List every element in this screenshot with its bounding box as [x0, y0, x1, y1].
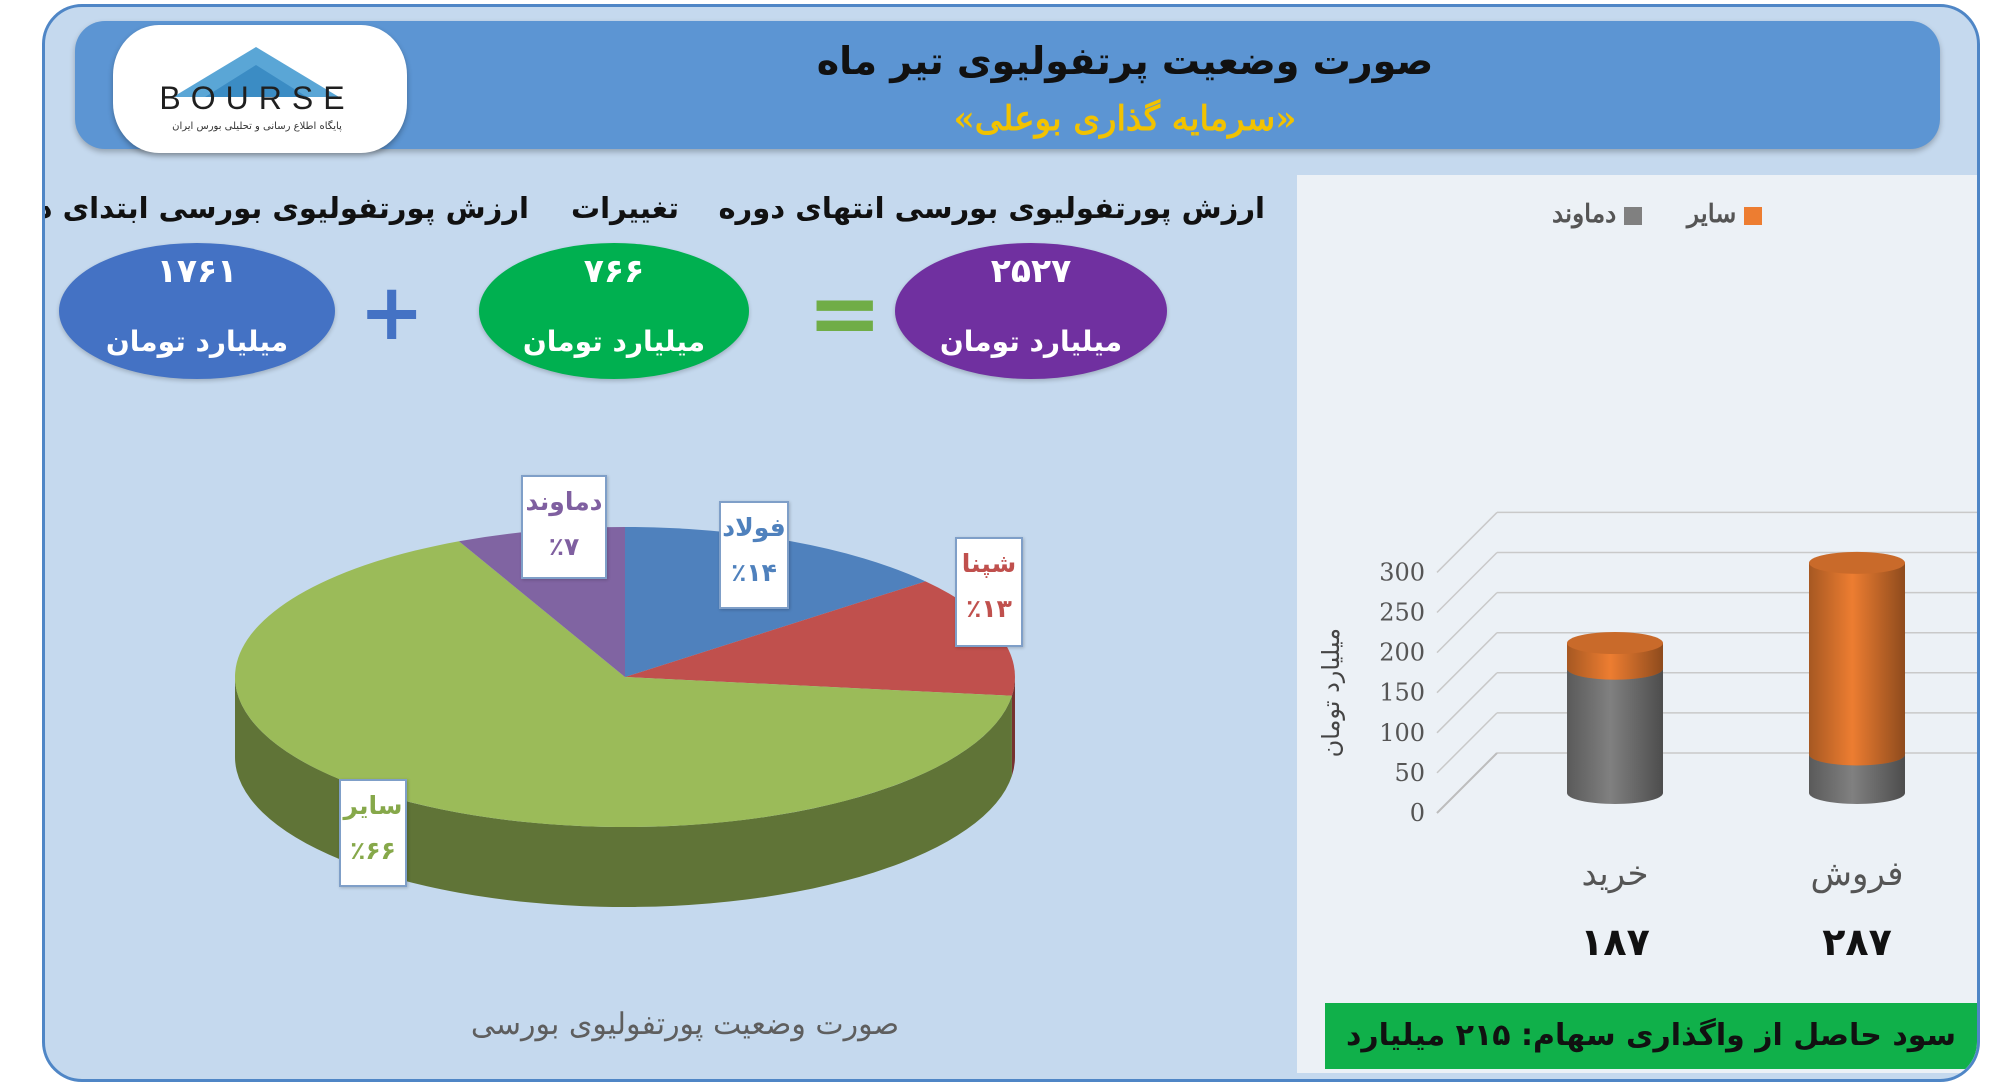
equals-sign: = [807, 261, 883, 366]
pie-label-shepna: شپنا ٪۱۳ [955, 537, 1023, 647]
y-tick-5: 250 [1379, 599, 1425, 627]
start-value-ellipse: ۱۷۶۱ میلیارد تومان [59, 243, 335, 379]
start-value-number: ۱۷۶۱ [156, 251, 238, 290]
grid-diag-2 [1436, 672, 1498, 734]
legend-label-damavand: دماوند [1552, 199, 1617, 228]
floor-edge [1436, 752, 1498, 814]
end-value-label: ارزش پورتفولیوی بورسی انتهای دوره [718, 191, 1265, 225]
logo-tagline: پایگاه اطلاع رسانی و تحلیلی بورس ایران [172, 120, 342, 132]
x-category-0: خرید [1581, 854, 1648, 894]
legend-swatch-sayer [1744, 206, 1763, 225]
legend-swatch-damavand [1624, 206, 1643, 225]
change-number: ۷۶۶ [583, 251, 645, 290]
pie-label-foolad: فولاد ٪۱۴ [719, 501, 789, 609]
portfolio-pie-chart [234, 527, 1016, 907]
dashboard-frame: صورت وضعیت پرتفولیوی تیر ماه «سرمایه گذا… [42, 4, 1980, 1082]
category-total-0: ۱۸۷ [1580, 920, 1650, 964]
bourse-logo: BOURSE پایگاه اطلاع رسانی و تحلیلی بورس … [113, 25, 407, 153]
bar-0-series-1 [1567, 632, 1663, 680]
legend-label-sayer: سایر [1687, 199, 1737, 228]
pie-label-damavand: دماوند ٪۷ [521, 475, 607, 579]
legend-item-damavand: دماوند [1552, 199, 1643, 228]
pie-label-shepna-value: ٪۱۳ [966, 594, 1012, 623]
pie-label-foolad-value: ٪۱۴ [731, 558, 777, 587]
change-unit: میلیارد تومان [522, 325, 706, 358]
y-tick-1: 50 [1394, 759, 1425, 787]
pie-side-1-0 [1011, 677, 1015, 776]
start-value-label: ارزش پورتفولیوی بورسی ابتدای دوره [45, 191, 529, 225]
end-value-number: ۲۵۲۷ [990, 251, 1072, 290]
legend-item-sayer: سایر [1687, 199, 1763, 228]
pie-label-damavand-name: دماوند [525, 487, 603, 516]
profit-summary-box: سود حاصل از واگذاری سهام: ۲۱۵ میلیارد تو… [1325, 1003, 1977, 1069]
y-tick-3: 150 [1379, 679, 1425, 707]
grid-diag-4 [1436, 592, 1498, 654]
page-title: صورت وضعیت پرتفولیوی تیر ماه [816, 39, 1434, 83]
grid-diag-3 [1436, 632, 1498, 694]
plus-sign: + [359, 268, 425, 358]
end-value-unit: میلیارد تومان [939, 325, 1123, 358]
y-tick-4: 200 [1379, 639, 1425, 667]
pie-label-sayer-value: ٪۶۶ [350, 836, 396, 865]
logo-text: BOURSE [159, 80, 354, 116]
pie-label-sayer: سایر ٪۶۶ [339, 779, 407, 887]
y-tick-6: 300 [1379, 558, 1425, 586]
bar-1-series-1 [1809, 551, 1905, 766]
pie-chart-caption: صورت وضعیت پورتفولیوی بورسی [470, 1007, 900, 1042]
pie-label-damavand-value: ٪۷ [548, 532, 580, 561]
y-axis-label: میلیارد تومان [1317, 628, 1345, 757]
logo-mark-icon: BOURSE پایگاه اطلاع رسانی و تحلیلی بورس … [159, 47, 354, 132]
grid-diag-1 [1436, 712, 1498, 774]
category-total-1: ۲۸۷ [1822, 920, 1892, 964]
grid-diag-6 [1436, 511, 1498, 573]
start-value-unit: میلیارد تومان [105, 325, 289, 358]
page-subtitle: «سرمایه گذاری بوعلی» [953, 99, 1297, 139]
x-category-1: فروش [1811, 854, 1904, 894]
y-tick-0: 0 [1410, 799, 1425, 827]
y-tick-2: 100 [1379, 719, 1425, 747]
pie-label-shepna-name: شپنا [961, 549, 1017, 578]
pie-side-2-0 [235, 677, 1012, 907]
change-label: تغییرات [570, 191, 680, 225]
bar-chart-panel: دماوند سایر 0 50 100 150 200 250 300 میلیارد تو… [1297, 175, 1977, 1073]
change-ellipse: ۷۶۶ میلیارد تومان [479, 243, 749, 379]
grid-diag-5 [1436, 551, 1498, 614]
pie-label-sayer-name: سایر [343, 791, 403, 820]
pie-slice-2 [234, 541, 1012, 827]
buy-sell-bar-chart: 0 50 100 150 200 250 300 میلیارد تومان خرید ۱۸۷ فر… [1317, 511, 1977, 964]
end-value-ellipse: ۲۵۲۷ میلیارد تومان [895, 243, 1167, 379]
pie-slice-1 [625, 581, 1016, 696]
pie-label-foolad-name: فولاد [722, 513, 786, 542]
